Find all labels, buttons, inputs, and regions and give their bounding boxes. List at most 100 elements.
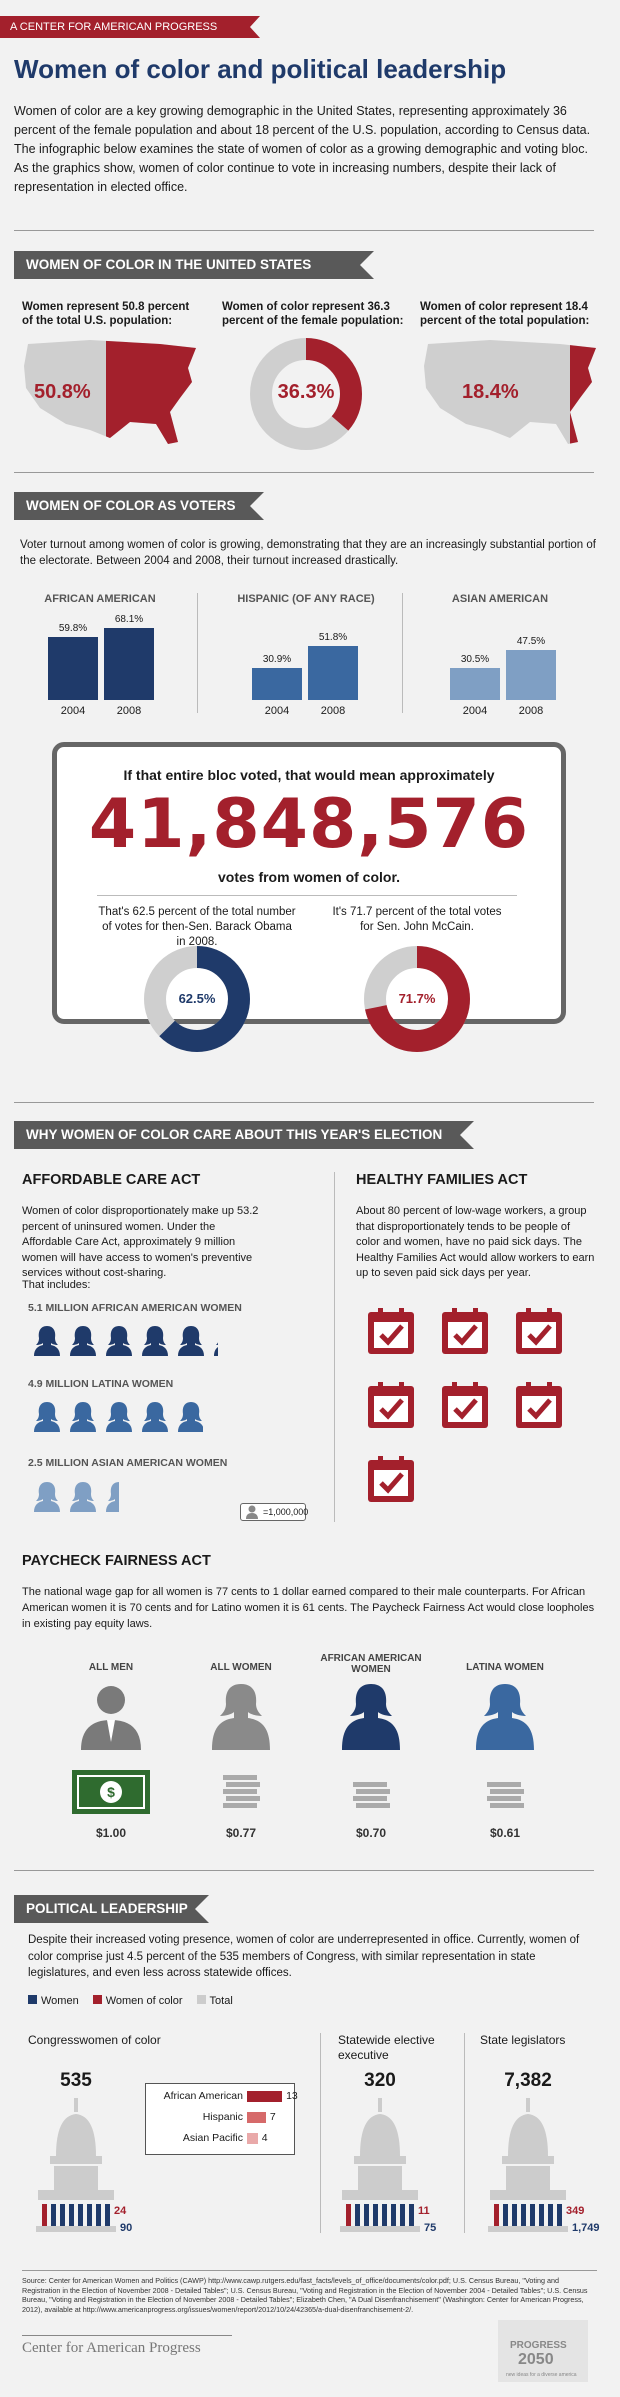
bar-2-2004 [450,667,500,700]
aca-person [176,1324,206,1356]
pay-amount-3: $0.61 [489,1826,521,1840]
legend-woc: Women of color [92,1995,183,2007]
breakdown-bar-2 [247,2133,258,2144]
divider [464,2033,465,2233]
divider [334,1172,335,1522]
year-label-1-2008: 2008 [320,705,346,717]
pay-label-2: AFRICAN AMERICAN WOMEN [320,1653,422,1675]
legislators-woc: 349 [566,2205,585,2217]
breakdown-label-0: African American [163,2090,243,2102]
aca-person [140,1324,170,1356]
hfa-head: HEALTHY FAMILIES ACT [356,1172,528,1188]
donut-woc-female [250,338,362,450]
bar-1-2008 [308,645,358,700]
bar-value-2-2004: 30.5% [460,653,490,665]
woman-icon [34,1482,60,1512]
group-label-african-american: AFRICAN AMERICAN [44,593,156,605]
svg-text:2050: 2050 [518,2351,554,2368]
breakdown-value-1: 7 [269,2111,276,2123]
capitol-icon [488,2098,568,2232]
calendar-check-icon [516,1382,562,1428]
person-icon [342,1684,400,1750]
divider [402,593,403,713]
aca-row-label-asian: 2.5 MILLION ASIAN AMERICAN WOMEN [28,1457,228,1469]
divider [14,1102,594,1103]
us-map-women [24,340,196,444]
caption-woc-total: Women of color represent 18.4 percent of… [420,301,590,327]
divider [22,2270,597,2271]
value-women: 50.8% [34,381,91,403]
congress-breakdown [145,2083,295,2155]
legislators-head: State legislators [480,2033,566,2047]
leadership-legend: Women Women of color Total [28,1995,233,2007]
coin-stack-icon [487,1782,524,1808]
woman-icon [142,1402,168,1432]
svg-text:PROGRESS: PROGRESS [510,2340,567,2351]
year-label-2-2008: 2008 [518,705,544,717]
pay-label-3: LATINA WOMEN [466,1662,544,1673]
pfa-head: PAYCHECK FAIRNESS ACT [22,1553,211,1569]
bloc-lead: If that entire bloc voted, that would me… [123,767,495,783]
cap-logo[interactable]: Center for American Progress [22,2340,201,2356]
divider [320,2033,321,2233]
woman-icon [70,1326,96,1356]
woman-icon [70,1482,96,1512]
bar-0-2008 [104,628,154,700]
pfa-text: The national wage gap for all women is 7… [22,1586,595,1630]
breakdown-value-0: 13 [286,2090,298,2102]
bar-value-0-2004: 59.8% [58,623,88,635]
bar-value-2-2008: 47.5% [516,636,546,648]
calendar-check-icon [368,1308,414,1354]
progress-2050-logo[interactable]: PROGRESS 2050 new ideas for a diverse am… [498,2320,588,2382]
calendar-check-icon [442,1382,488,1428]
woman-icon [34,1326,60,1356]
bloc-sub: votes from women of color. [217,869,401,885]
woman-icon [214,1342,218,1356]
mccain-text: It's 71.7 percent of the total votes for… [332,906,502,933]
bar-2-2008 [506,650,556,700]
leadership-intro: Despite their increased voting presence,… [28,1934,580,1979]
obama-value: 62.5% [178,991,216,1006]
divider [22,2335,232,2336]
section-band-election: WHY WOMEN OF COLOR CARE ABOUT THIS YEAR'… [14,1121,474,1149]
bar-0-2004 [48,637,98,700]
aca-head: AFFORDABLE CARE ACT [22,1172,201,1188]
woman-icon [106,1326,132,1356]
group-label-asian: ASIAN AMERICAN [451,593,549,605]
divider [14,230,594,231]
aca-person [68,1400,98,1432]
breakdown-bar-1 [247,2112,266,2123]
year-label-0-2008: 2008 [116,705,142,717]
breakdown-value-2: 4 [261,2132,268,2144]
congress-total: 535 [60,2070,92,2091]
person-icon [212,1684,270,1750]
divider [97,895,517,896]
calendar-check-icon [442,1308,488,1354]
obama-text: That's 62.5 percent of the total number … [98,906,296,948]
header-tag: A CENTER FOR AMERICAN PROGRESS GRAPHIC [0,16,260,38]
page-title: Women of color and political leadership [14,54,507,84]
woman-icon [70,1402,96,1432]
aca-person [68,1324,98,1356]
year-label-0-2004: 2004 [60,705,86,717]
caption-woc-female: Women of color represent 36.3 percent of… [222,301,404,327]
bloc-number: 41,848,576 [88,785,530,864]
aca-person [104,1480,119,1512]
capitol-icon [36,2098,116,2232]
calendar-check-icon [368,1456,414,1502]
dollar-bill-icon: $ [72,1770,150,1814]
calendar-check-icon [368,1382,414,1428]
legislators-women: 1,749 [572,2222,600,2234]
coin-stack-icon [353,1782,390,1808]
year-label-2-2004: 2004 [462,705,488,717]
congress-woc: 24 [114,2205,127,2217]
svg-text:$: $ [107,1784,115,1800]
hfa-text: About 80 percent of low-wage workers, a … [356,1205,595,1279]
value-woc-female: 36.3% [277,381,335,403]
value-woc-total: 18.4% [462,381,519,403]
woman-icon [178,1402,203,1432]
woman-icon [106,1402,132,1432]
group-label-hispanic: HISPANIC (OF ANY RACE) [237,593,375,605]
section-band-leadership: POLITICAL LEADERSHIP [14,1895,209,1923]
legend-women: Women [28,1995,79,2007]
